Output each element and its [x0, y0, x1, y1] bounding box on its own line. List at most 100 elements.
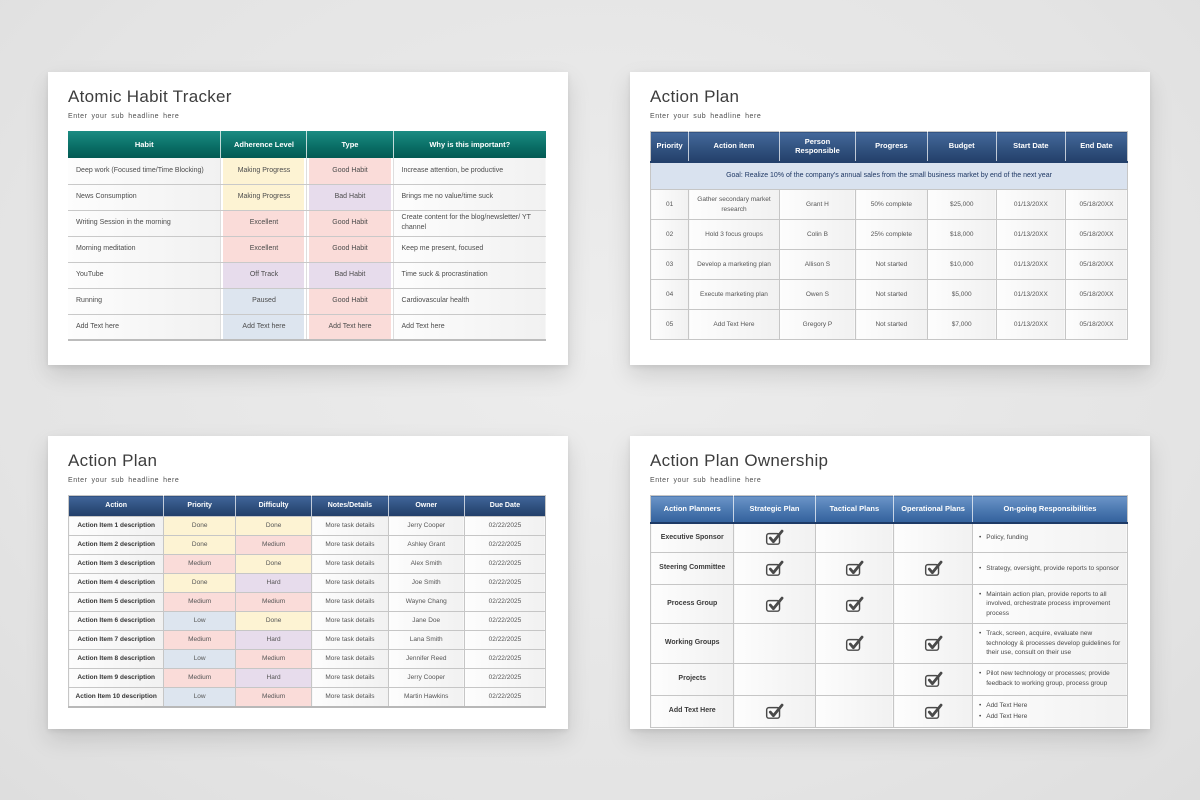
cell-priority: 01 — [649, 189, 690, 220]
slide-card-action-plan-ownership[interactable]: Action Plan Ownership Enter your sub hea… — [630, 436, 1150, 729]
slide-subtitle: Enter your sub headline here — [650, 477, 762, 484]
cell-action-item: Develop a marketing plan — [688, 249, 780, 280]
cell-notes-details: More task details — [311, 668, 389, 688]
column-header-operational-plans: Operational Plans — [893, 495, 973, 524]
cell-strategic-plan-check — [733, 662, 816, 696]
slide-card-action-plan-items[interactable]: Action Plan Enter your sub headline here… — [48, 436, 568, 729]
cell-tactical-plan-check — [814, 552, 895, 585]
action-plan-row: 01 Gather secondary market research Grant … — [649, 189, 1129, 220]
cell-strategic-plan-check — [733, 623, 816, 664]
cell-operational-plan-check — [893, 522, 973, 553]
cell-difficulty: Medium — [234, 535, 313, 555]
cell-difficulty: Done — [234, 611, 313, 631]
cell-difficulty: Done — [234, 516, 313, 536]
cell-end-date: 05/18/20XX — [1064, 249, 1129, 280]
cell-notes-details: More task details — [311, 573, 389, 593]
cell-action: Action Item 6 description — [67, 611, 165, 631]
cell-progress: Not started — [855, 309, 928, 340]
cell-adherence-level: Excellent — [220, 236, 307, 263]
checkbox-checked-icon — [924, 703, 943, 719]
checkbox-checked-icon — [924, 671, 943, 687]
cell-difficulty: Medium — [234, 687, 313, 708]
cell-priority: Medium — [163, 554, 236, 574]
cell-action: Action Item 8 description — [67, 649, 165, 669]
cell-person-responsible: Allison S — [778, 249, 857, 280]
cell-owner: Ashley Grant — [387, 535, 465, 555]
cell-person-responsible: Owen S — [778, 279, 857, 310]
cell-action-item: Add Text Here — [688, 309, 780, 340]
cell-ongoing-responsibilities: • Pilot new technology or processes; prov… — [971, 662, 1129, 696]
action-item-row: Action Item 10 description Low Medium More … — [67, 687, 547, 708]
cell-action: Action Item 2 description — [67, 535, 165, 555]
action-item-row: Action Item 8 description Low Medium More t… — [67, 649, 547, 669]
cell-type: Bad Habit — [306, 184, 394, 211]
checkbox-checked-icon — [845, 560, 864, 576]
checkbox-checked-icon — [845, 635, 864, 651]
cell-owner: Jerry Cooper — [387, 516, 465, 536]
cell-tactical-plan-check — [814, 694, 895, 728]
cell-ongoing-responsibilities: • Maintain action plan, provide reports t… — [971, 583, 1129, 625]
action-item-row: Action Item 4 description Done Hard More ta… — [67, 573, 547, 593]
goal-text: Goal: Realize 10% of the company's annua… — [650, 160, 1128, 190]
cell-owner: Jane Doe — [387, 611, 465, 631]
habit-table-row: Morning meditation Excellent Good Habit Kee… — [68, 236, 546, 263]
cell-end-date: 05/18/20XX — [1064, 219, 1129, 250]
goal-row: Goal: Realize 10% of the company's annua… — [650, 160, 1128, 190]
habit-table-row: Running Paused Good Habit Cardiovascular he… — [68, 288, 546, 315]
cell-type: Good Habit — [306, 210, 394, 237]
checkbox-checked-icon — [765, 560, 784, 576]
cell-notes-details: More task details — [311, 687, 389, 708]
cell-priority: Medium — [163, 592, 236, 612]
cell-budget: $10,000 — [926, 249, 997, 280]
ownership-row: Working Groups • Track, screen, acquire, e… — [649, 623, 1129, 664]
cell-owner: Jerry Cooper — [387, 668, 465, 688]
cell-priority: 04 — [649, 279, 690, 310]
action-plan-items-table: Action Priority Difficulty Notes/Details… — [67, 495, 547, 708]
cell-operational-plan-check — [893, 583, 973, 625]
action-plan-row: 05 Add Text Here Gregory P Not started $7,00… — [649, 309, 1129, 340]
cell-difficulty: Hard — [234, 668, 313, 688]
cell-action-planner: Add Text Here — [649, 694, 735, 728]
cell-start-date: 01/13/20XX — [995, 309, 1066, 340]
cell-type: Bad Habit — [306, 262, 394, 289]
slide-subtitle: Enter your sub headline here — [68, 477, 180, 484]
table-header-row: Habit Adherence Level Type Why is this i… — [68, 131, 546, 158]
cell-action: Action Item 9 description — [67, 668, 165, 688]
cell-action-planner: Executive Sponsor — [649, 522, 735, 553]
column-header-strategic-plan: Strategic Plan — [733, 495, 816, 524]
cell-ongoing-responsibilities: • Strategy, oversight, provide reports to… — [971, 552, 1129, 585]
responsibility-bullet-item: • Policy, funding — [978, 533, 1029, 541]
cell-adherence-level: Making Progress — [220, 184, 307, 211]
responsibility-bullet-item: • Strategy, oversight, provide reports to… — [978, 564, 1120, 572]
cell-owner: Alex Smith — [387, 554, 465, 574]
cell-strategic-plan-check — [733, 522, 816, 553]
ownership-row: Projects • Pilot new technology or process… — [649, 662, 1129, 696]
cell-budget: $5,000 — [926, 279, 997, 310]
cell-ongoing-responsibilities: • Track, screen, acquire, evaluate new te… — [971, 623, 1129, 664]
cell-action-item: Gather secondary market research — [688, 189, 780, 220]
cell-due-date: 02/22/2025 — [463, 668, 547, 688]
cell-action: Action Item 1 description — [67, 516, 165, 536]
cell-type: Good Habit — [306, 236, 394, 263]
cell-difficulty: Done — [234, 554, 313, 574]
cell-action-item: Hold 3 focus groups — [688, 219, 780, 250]
column-header-budget: Budget — [926, 131, 997, 162]
cell-notes-details: More task details — [311, 630, 389, 650]
cell-person-responsible: Colin B — [778, 219, 857, 250]
habit-table-row: Deep work (Focused time/Time Blocking) Ma… — [68, 158, 546, 185]
slide-subtitle: Enter your sub headline here — [650, 113, 762, 120]
column-header-priority: Priority — [650, 131, 689, 162]
cell-difficulty: Medium — [234, 649, 313, 669]
slide-card-action-plan-priority[interactable]: Action Plan Enter your sub headline here… — [630, 72, 1150, 365]
cell-end-date: 05/18/20XX — [1064, 279, 1129, 310]
cell-notes-details: More task details — [311, 516, 389, 536]
cell-difficulty: Hard — [234, 573, 313, 593]
cell-why-important: Cardiovascular health — [392, 288, 546, 315]
cell-priority: Done — [163, 516, 236, 536]
cell-operational-plan-check — [893, 623, 973, 664]
table-header-row: Action Planners Strategic Plan Tactical … — [650, 495, 1128, 524]
slide-card-atomic-habit-tracker[interactable]: Atomic Habit Tracker Enter your sub head… — [48, 72, 568, 365]
cell-budget: $25,000 — [926, 189, 997, 220]
responsibility-bullet-item: • Maintain action plan, provide reports t… — [978, 590, 1111, 618]
